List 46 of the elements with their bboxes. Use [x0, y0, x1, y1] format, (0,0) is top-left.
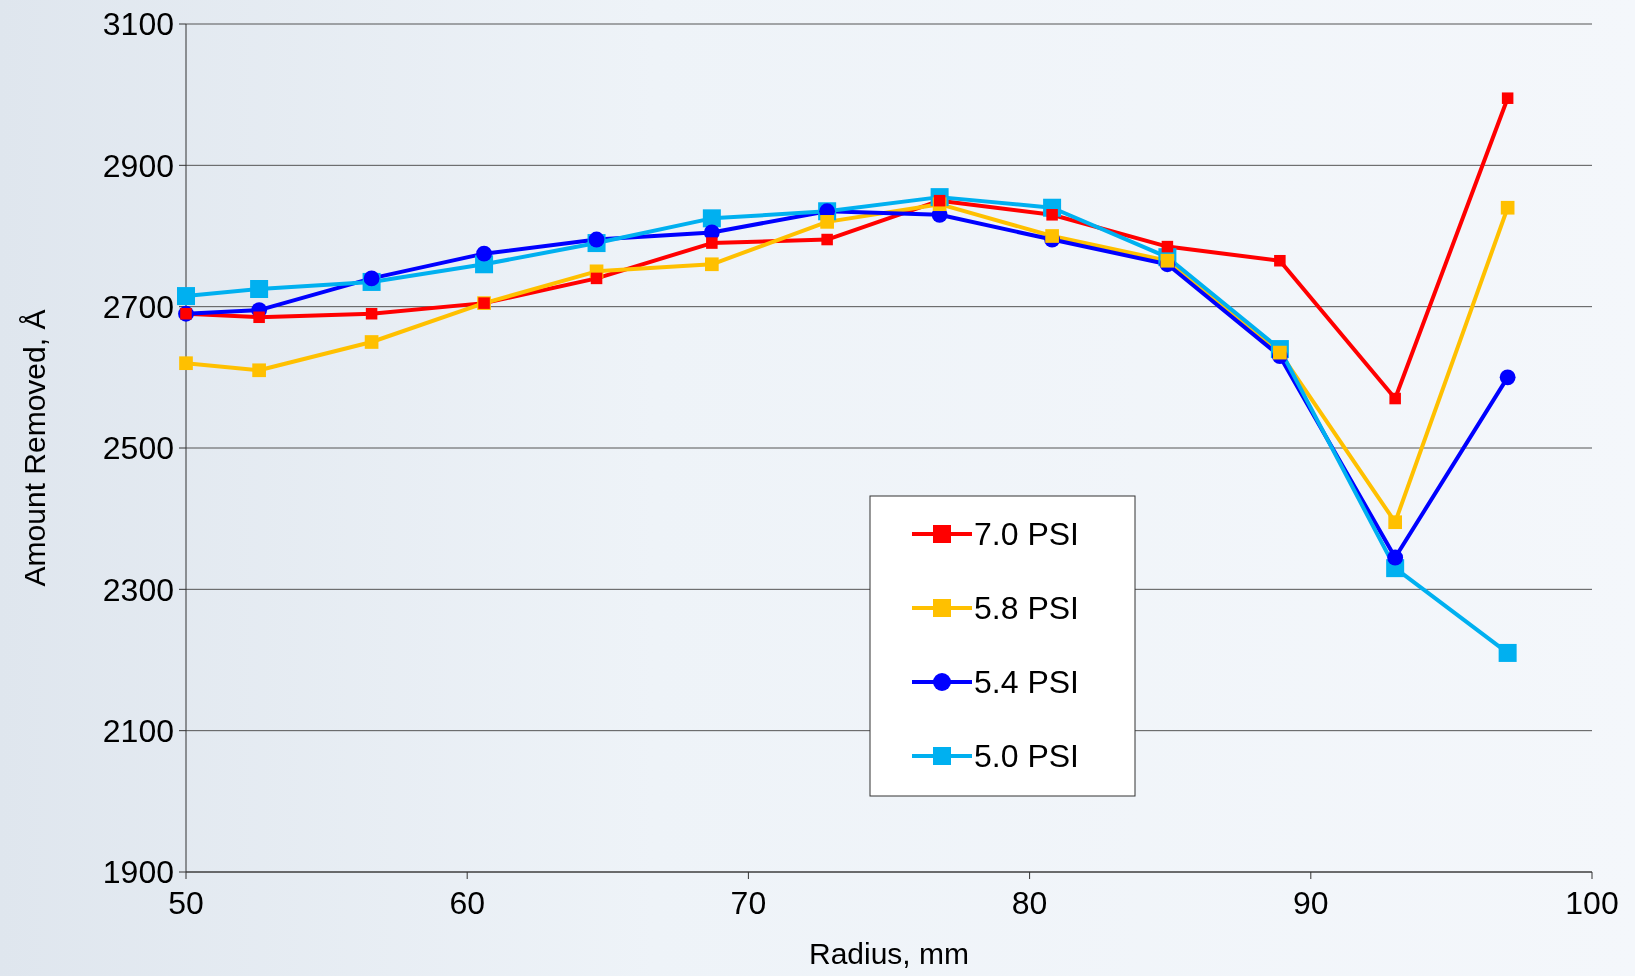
point — [590, 272, 603, 285]
point — [1500, 200, 1515, 215]
legend-label: 5.8 PSI — [974, 590, 1079, 627]
x-tick-label: 80 — [1011, 885, 1048, 921]
point — [588, 231, 605, 248]
point — [179, 356, 193, 371]
y-tick-label: 2700 — [102, 288, 174, 325]
point — [1388, 515, 1402, 530]
point — [706, 237, 718, 249]
point — [250, 280, 269, 298]
point — [1045, 229, 1059, 243]
point — [1389, 392, 1401, 405]
y-tick-label: 2500 — [102, 430, 174, 467]
legend-label: 7.0 PSI — [974, 516, 1079, 553]
point — [253, 311, 265, 324]
x-axis-title: Radius, mm — [808, 937, 970, 970]
point — [363, 270, 380, 287]
x-tick-label: 70 — [730, 885, 767, 921]
point — [1501, 92, 1514, 104]
point — [1273, 345, 1287, 360]
x-tick-label: 90 — [1293, 885, 1329, 921]
y-tick-label: 3100 — [102, 6, 174, 43]
y-axis-title: Amount Removed, Å — [18, 309, 51, 587]
point — [177, 287, 195, 306]
point — [1046, 209, 1058, 221]
point — [252, 363, 266, 378]
legend-label: 5.0 PSI — [974, 738, 1079, 775]
point — [1161, 240, 1174, 253]
point — [476, 245, 492, 262]
y-tick-label: 2300 — [102, 571, 174, 608]
y-tick-label: 2100 — [102, 712, 174, 749]
point — [820, 215, 834, 229]
point — [1274, 254, 1286, 267]
point — [821, 233, 833, 246]
point — [1160, 253, 1175, 268]
y-tick-label: 2900 — [102, 147, 174, 184]
point — [364, 335, 379, 349]
point — [705, 257, 719, 272]
x-tick-label: 100 — [1565, 885, 1619, 921]
point — [702, 209, 721, 228]
point — [365, 307, 378, 320]
point — [1498, 643, 1517, 662]
legend-label: 5.4 PSI — [974, 664, 1079, 701]
point — [1499, 369, 1516, 386]
point — [1387, 549, 1404, 566]
x-tick-label: 60 — [449, 885, 485, 921]
